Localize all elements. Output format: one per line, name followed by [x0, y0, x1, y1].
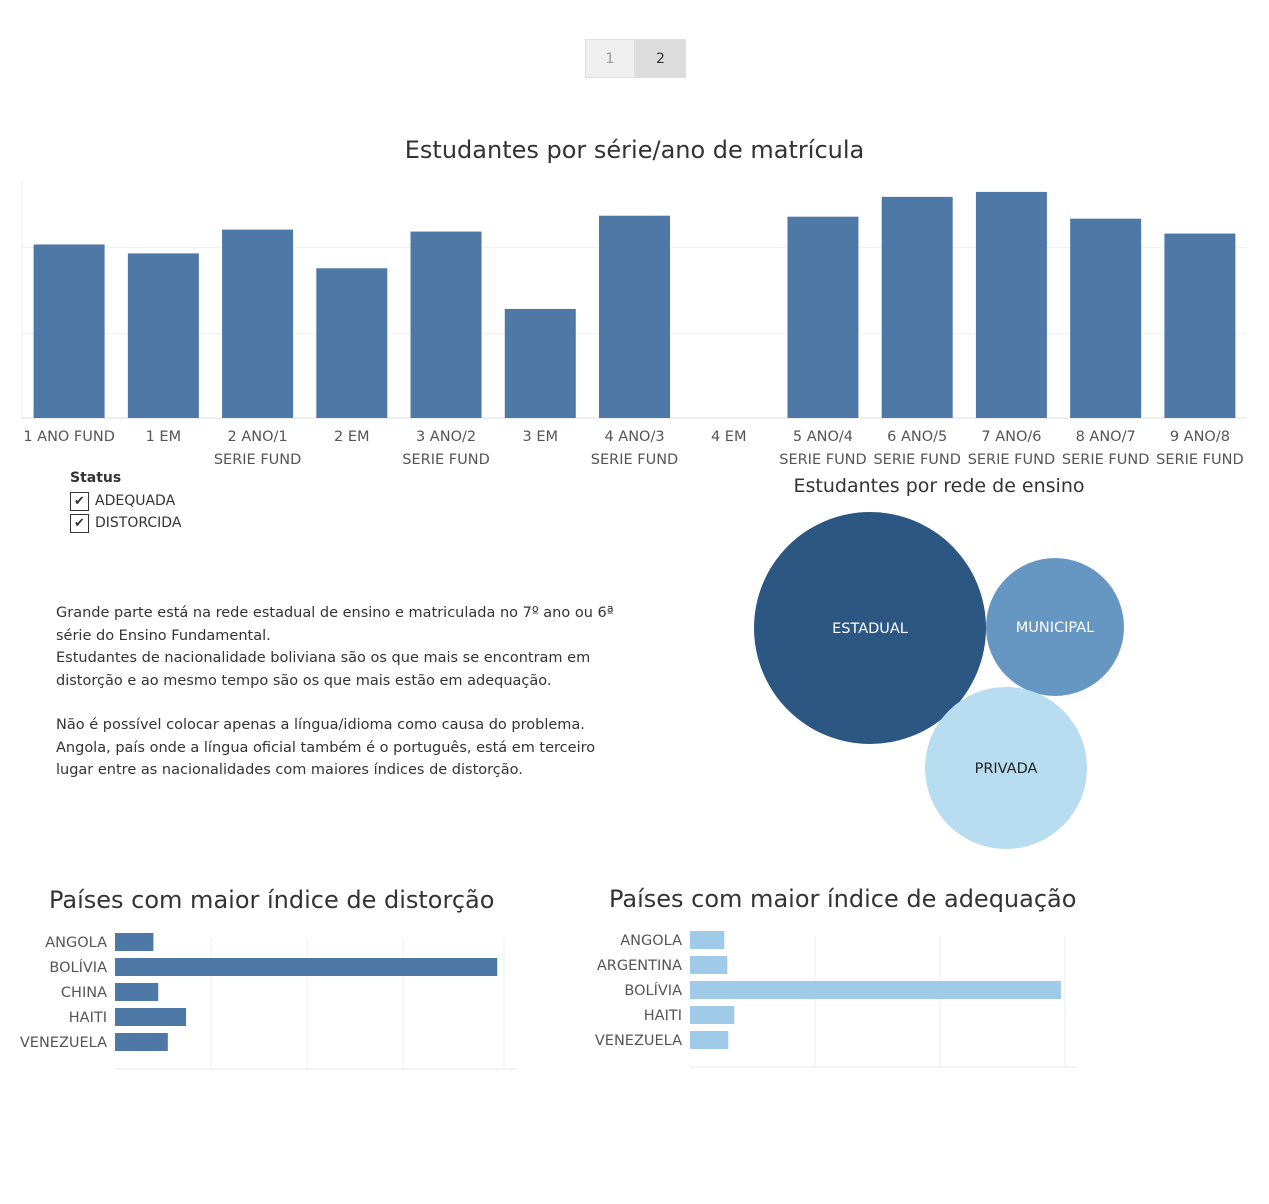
y-tick-label: CHINA	[61, 985, 107, 1001]
x-tick-label: 4 ANO/3	[604, 429, 664, 445]
bar	[115, 983, 159, 1001]
bubble	[754, 512, 986, 744]
x-tick-label: SERIE FUND	[968, 452, 1055, 468]
bar-chart-title: Estudantes por série/ano de matrícula	[404, 136, 865, 164]
adequacy-chart-title: Países com maior índice de adequação	[609, 885, 1077, 913]
bar	[504, 308, 576, 418]
bar	[410, 231, 482, 418]
x-tick-label: 9 ANO/8	[1170, 429, 1230, 445]
x-tick-label: SERIE FUND	[1156, 452, 1243, 468]
x-tick-label: 5 ANO/4	[793, 429, 853, 445]
page-button-1[interactable]: 1	[585, 39, 635, 78]
x-tick-label: 1 ANO FUND	[23, 429, 115, 445]
x-tick-label: 3 ANO/2	[416, 429, 476, 445]
bar	[316, 268, 388, 418]
pager: 1 2	[585, 39, 686, 78]
bar	[690, 1006, 735, 1024]
x-tick-label: SERIE FUND	[591, 452, 678, 468]
x-tick-label: 3 EM	[523, 429, 559, 445]
x-tick-label: SERIE FUND	[1062, 452, 1149, 468]
bubble-label: MUNICIPAL	[1016, 620, 1094, 636]
bar	[690, 931, 725, 949]
x-tick-label: SERIE FUND	[779, 452, 866, 468]
bar	[115, 933, 154, 951]
bar	[690, 981, 1061, 999]
bar	[881, 196, 953, 418]
bar	[690, 956, 728, 974]
status-legend: Status ✔ ADEQUADA ✔ DISTORCIDA	[70, 470, 181, 534]
bar	[599, 215, 670, 418]
y-tick-label: ANGOLA	[620, 933, 682, 949]
y-tick-label: ARGENTINA	[597, 958, 682, 974]
bubble	[986, 558, 1124, 696]
checkbox-checked-icon[interactable]: ✔	[70, 513, 89, 533]
bar	[690, 1031, 729, 1049]
bar	[115, 958, 498, 976]
bar	[33, 244, 105, 418]
bar	[127, 253, 199, 418]
bar	[787, 216, 859, 418]
bubble	[925, 687, 1087, 849]
bubble-chart-title: Estudantes por rede de ensino	[793, 475, 1085, 497]
bar	[115, 1008, 187, 1026]
legend-item-adequada[interactable]: ✔ ADEQUADA	[70, 490, 181, 512]
y-tick-label: HAITI	[69, 1010, 107, 1026]
x-tick-label: 1 EM	[146, 429, 182, 445]
bubble-label: ESTADUAL	[832, 621, 908, 637]
y-tick-label: HAITI	[644, 1008, 682, 1024]
x-tick-label: 8 ANO/7	[1076, 429, 1136, 445]
bar	[222, 229, 294, 418]
y-tick-label: ANGOLA	[45, 935, 107, 951]
analysis-note: Grande parte está na rede estadual de en…	[56, 602, 616, 782]
note-paragraph: Estudantes de nacionalidade boliviana sã…	[56, 650, 591, 689]
distortion-chart-title: Países com maior índice de distorção	[49, 886, 495, 914]
x-tick-label: 2 ANO/1	[228, 429, 288, 445]
x-tick-label: 2 EM	[334, 429, 370, 445]
x-tick-label: 7 ANO/6	[981, 429, 1041, 445]
y-tick-label: BOLÍVIA	[49, 959, 107, 976]
bar	[1164, 233, 1236, 418]
y-tick-label: VENEZUELA	[595, 1033, 682, 1049]
bar	[115, 1033, 168, 1051]
x-tick-label: 6 ANO/5	[887, 429, 947, 445]
bar	[975, 191, 1047, 418]
y-tick-label: VENEZUELA	[20, 1035, 107, 1051]
x-tick-label: SERIE FUND	[214, 452, 301, 468]
y-tick-label: BOLÍVIA	[624, 982, 682, 999]
note-paragraph: Não é possível colocar apenas a língua/i…	[56, 717, 596, 778]
note-paragraph: Grande parte está na rede estadual de en…	[56, 605, 614, 644]
legend-label: DISTORCIDA	[95, 515, 182, 531]
bubble-label: PRIVADA	[975, 761, 1038, 777]
x-tick-label: SERIE FUND	[873, 452, 960, 468]
legend-title: Status	[70, 470, 122, 486]
x-tick-label: SERIE FUND	[402, 452, 489, 468]
page-button-2[interactable]: 2	[635, 39, 686, 78]
legend-item-distorcida[interactable]: ✔ DISTORCIDA	[70, 512, 181, 534]
legend-label: ADEQUADA	[95, 493, 176, 509]
bar	[1070, 218, 1142, 418]
x-tick-label: 4 EM	[711, 429, 747, 445]
checkbox-checked-icon[interactable]: ✔	[70, 491, 89, 511]
